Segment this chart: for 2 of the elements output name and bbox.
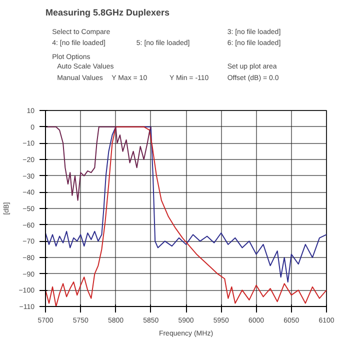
chart-title: Measuring 5.8GHz Duplexers <box>46 8 170 18</box>
line-series <box>46 126 152 201</box>
